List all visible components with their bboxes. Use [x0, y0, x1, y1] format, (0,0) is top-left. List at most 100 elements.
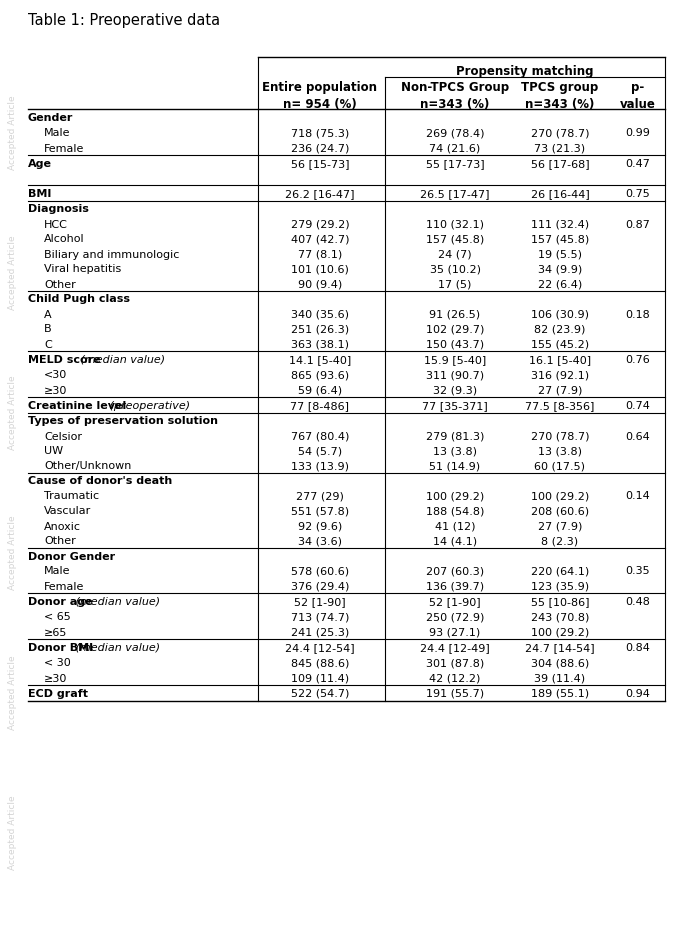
Text: MELD score: MELD score: [28, 355, 101, 365]
Text: 110 (32.1): 110 (32.1): [426, 219, 484, 229]
Text: Alcohol: Alcohol: [44, 234, 85, 245]
Text: 845 (88.6): 845 (88.6): [290, 658, 349, 667]
Text: 191 (55.7): 191 (55.7): [426, 688, 484, 698]
Text: 207 (60.3): 207 (60.3): [426, 565, 484, 576]
Text: Cause of donor's death: Cause of donor's death: [28, 476, 172, 486]
Text: 27 (7.9): 27 (7.9): [538, 386, 582, 395]
Text: 14.1 [5-40]: 14.1 [5-40]: [289, 355, 351, 365]
Text: 0.74: 0.74: [626, 401, 651, 410]
Text: Accepted Article: Accepted Article: [8, 795, 17, 869]
Text: 54 (5.7): 54 (5.7): [298, 446, 342, 456]
Text: 101 (10.6): 101 (10.6): [291, 265, 349, 274]
Text: 91 (26.5): 91 (26.5): [429, 309, 480, 319]
Text: 578 (60.6): 578 (60.6): [291, 565, 349, 576]
Text: Viral hepatitis: Viral hepatitis: [44, 265, 121, 274]
Text: 52 [1-90]: 52 [1-90]: [429, 596, 481, 606]
Text: 208 (60.6): 208 (60.6): [531, 506, 589, 516]
Text: A: A: [44, 309, 52, 319]
Text: p-
value: p- value: [620, 81, 656, 110]
Text: 243 (70.8): 243 (70.8): [531, 612, 589, 622]
Text: 59 (6.4): 59 (6.4): [298, 386, 342, 395]
Text: 26.5 [17-47]: 26.5 [17-47]: [420, 188, 490, 199]
Text: 55 [10-86]: 55 [10-86]: [531, 596, 589, 606]
Text: Traumatic: Traumatic: [44, 491, 99, 501]
Text: Accepted Article: Accepted Article: [8, 655, 17, 729]
Text: 220 (64.1): 220 (64.1): [531, 565, 589, 576]
Text: 77 [8-486]: 77 [8-486]: [290, 401, 350, 410]
Text: 340 (35.6): 340 (35.6): [291, 309, 349, 319]
Text: Age: Age: [28, 159, 52, 169]
Text: 100 (29.2): 100 (29.2): [531, 626, 589, 637]
Text: Female: Female: [44, 144, 84, 153]
Text: 111 (32.4): 111 (32.4): [531, 219, 589, 229]
Text: Propensity matching: Propensity matching: [456, 65, 594, 78]
Text: 109 (11.4): 109 (11.4): [291, 673, 349, 683]
Text: (median value): (median value): [72, 643, 160, 652]
Text: 188 (54.8): 188 (54.8): [426, 506, 484, 516]
Text: 0.94: 0.94: [626, 688, 651, 698]
Text: 60 (17.5): 60 (17.5): [535, 461, 586, 471]
Text: 279 (81.3): 279 (81.3): [426, 431, 484, 441]
Text: 55 [17-73]: 55 [17-73]: [426, 159, 484, 169]
Text: 407 (42.7): 407 (42.7): [290, 234, 349, 245]
Text: 0.99: 0.99: [626, 129, 651, 138]
Text: HCC: HCC: [44, 219, 68, 229]
Text: ≥65: ≥65: [44, 626, 68, 637]
Text: Donor Gender: Donor Gender: [28, 551, 115, 561]
Text: 0.64: 0.64: [626, 431, 651, 441]
Text: 270 (78.7): 270 (78.7): [531, 129, 589, 138]
Text: 0.14: 0.14: [626, 491, 651, 501]
Text: 39 (11.4): 39 (11.4): [535, 673, 586, 683]
Text: 136 (39.7): 136 (39.7): [426, 581, 484, 591]
Text: Types of preservation solution: Types of preservation solution: [28, 416, 218, 426]
Text: 865 (93.6): 865 (93.6): [291, 370, 349, 380]
Text: Accepted Article: Accepted Article: [8, 375, 17, 450]
Text: 27 (7.9): 27 (7.9): [538, 521, 582, 531]
Text: 82 (23.9): 82 (23.9): [534, 325, 586, 334]
Text: Donor age: Donor age: [28, 596, 92, 606]
Text: < 65: < 65: [44, 612, 71, 622]
Text: 100 (29.2): 100 (29.2): [531, 491, 589, 501]
Text: Biliary and immunologic: Biliary and immunologic: [44, 249, 179, 259]
Text: 34 (9.9): 34 (9.9): [538, 265, 582, 274]
Text: 56 [17-68]: 56 [17-68]: [531, 159, 589, 169]
Text: 133 (13.9): 133 (13.9): [291, 461, 349, 471]
Text: 0.75: 0.75: [626, 188, 651, 199]
Text: Male: Male: [44, 565, 70, 576]
Text: 277 (29): 277 (29): [296, 491, 344, 501]
Text: 363 (38.1): 363 (38.1): [291, 339, 349, 349]
Text: Male: Male: [44, 129, 70, 138]
Text: 301 (87.8): 301 (87.8): [426, 658, 484, 667]
Text: 250 (72.9): 250 (72.9): [426, 612, 484, 622]
Text: Female: Female: [44, 581, 84, 591]
Text: Donor BMI: Donor BMI: [28, 643, 93, 652]
Text: 551 (57.8): 551 (57.8): [291, 506, 349, 516]
Text: 93 (27.1): 93 (27.1): [429, 626, 481, 637]
Text: 155 (45.2): 155 (45.2): [531, 339, 589, 349]
Text: 26.2 [16-47]: 26.2 [16-47]: [285, 188, 355, 199]
Text: 100 (29.2): 100 (29.2): [426, 491, 484, 501]
Text: 106 (30.9): 106 (30.9): [531, 309, 589, 319]
Text: 0.47: 0.47: [626, 159, 651, 169]
Text: 376 (29.4): 376 (29.4): [290, 581, 349, 591]
Text: Diagnosis: Diagnosis: [28, 205, 89, 214]
Text: 123 (35.9): 123 (35.9): [531, 581, 589, 591]
Text: 22 (6.4): 22 (6.4): [538, 279, 582, 289]
Text: 73 (21.3): 73 (21.3): [535, 144, 586, 153]
Text: Gender: Gender: [28, 113, 73, 123]
Text: Other: Other: [44, 279, 76, 289]
Text: (preoperative): (preoperative): [106, 401, 190, 410]
Text: 0.87: 0.87: [626, 219, 651, 229]
Text: 157 (45.8): 157 (45.8): [426, 234, 484, 245]
Text: 26 [16-44]: 26 [16-44]: [531, 188, 589, 199]
Text: 92 (9.6): 92 (9.6): [298, 521, 342, 531]
Text: 56 [15-73]: 56 [15-73]: [290, 159, 349, 169]
Text: 102 (29.7): 102 (29.7): [426, 325, 484, 334]
Text: 35 (10.2): 35 (10.2): [429, 265, 480, 274]
Text: 16.1 [5-40]: 16.1 [5-40]: [529, 355, 591, 365]
Text: 718 (75.3): 718 (75.3): [291, 129, 349, 138]
Text: 90 (9.4): 90 (9.4): [298, 279, 342, 289]
Text: 241 (25.3): 241 (25.3): [291, 626, 349, 637]
Text: 41 (12): 41 (12): [435, 521, 475, 531]
Text: < 30: < 30: [44, 658, 71, 667]
